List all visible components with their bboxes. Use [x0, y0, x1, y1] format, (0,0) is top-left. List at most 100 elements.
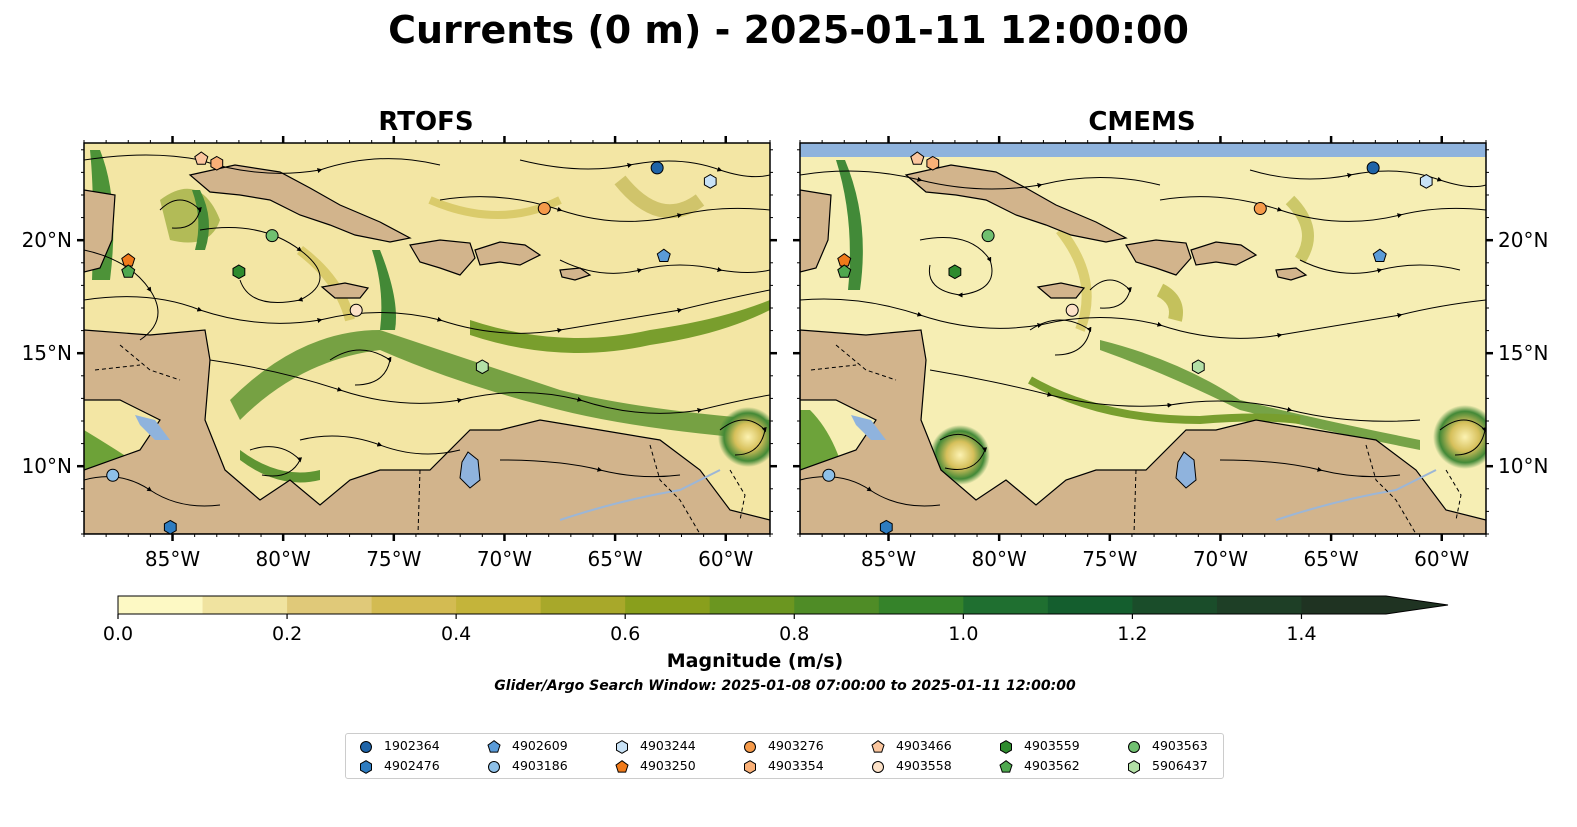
pentagon-marker-icon [999, 760, 1013, 773]
float-marker-4903559 [948, 264, 962, 280]
float-marker-4903276 [1253, 202, 1267, 216]
legend-label: 4903563 [1152, 738, 1208, 753]
streamlines [800, 169, 1486, 507]
map-frame [799, 142, 1487, 535]
axis-ticks-cmems: 85°W 80°W 75°W 70°W 65°W 60°W 20°N 15°N 10°N [793, 136, 1548, 571]
lon-tick-label: 80°W [256, 547, 311, 571]
float-marker-4903466 [194, 151, 209, 165]
axis-ticks-rtofs: 85°W 80°W 75°W 70°W 65°W 60°W 20°N 15°N 10°N [22, 136, 777, 571]
legend-label: 4903466 [896, 738, 952, 753]
colorbar-segment [456, 596, 542, 614]
colorbar-segment [625, 596, 711, 614]
lon-tick-label: 60°W [1414, 547, 1469, 571]
float-marker-1902364 [1366, 161, 1380, 175]
colorbar-tick-label: 0.8 [779, 623, 809, 645]
colorbar-segment [118, 596, 204, 614]
float-marker-4903563 [981, 229, 995, 243]
lon-tick-label: 60°W [698, 547, 753, 571]
pentagon-marker-icon [871, 740, 885, 753]
circle-marker-icon [744, 741, 756, 753]
colorbar-segment [878, 596, 964, 614]
map-frame [83, 142, 771, 535]
legend-label: 4903276 [768, 738, 824, 753]
float-marker-4903186 [106, 468, 120, 482]
lon-tick-label: 70°W [477, 547, 532, 571]
colorbar-tick-label: 1.0 [948, 623, 978, 645]
colorbar-segment [1301, 596, 1387, 614]
float-marker-5906437 [475, 359, 489, 375]
legend-label: 4903558 [896, 758, 952, 773]
circle-marker-icon [872, 761, 884, 773]
float-marker-5906437 [1191, 359, 1205, 375]
no-data-band [800, 143, 1486, 157]
hexagon-marker-icon [616, 740, 628, 754]
colorbar-segment [540, 596, 626, 614]
land-masses [84, 164, 770, 534]
colorbar-segment [794, 596, 880, 614]
colorbar-outline [117, 595, 1449, 615]
float-marker-4903466 [910, 151, 925, 165]
float-marker-4903562 [837, 264, 852, 278]
river [1275, 469, 1437, 521]
legend-label: 4902476 [384, 758, 440, 773]
float-marker-4903558 [349, 303, 363, 317]
float-marker-4902609 [1372, 248, 1387, 262]
map-panel-cmems: 85°W 80°W 75°W 70°W 65°W 60°W 20°N 15°N 10°N [793, 136, 1548, 571]
hexagon-marker-icon [744, 760, 756, 774]
circle-marker-icon [488, 761, 500, 773]
legend-label: 4903244 [640, 738, 696, 753]
colorbar-label: Magnitude (m/s) [666, 650, 844, 672]
colorbar-segment [371, 596, 457, 614]
lon-tick-label: 85°W [861, 547, 916, 571]
float-marker-4902609 [656, 248, 671, 262]
streamlines [84, 154, 770, 507]
borders [810, 344, 1462, 534]
circle-marker-icon [360, 741, 372, 753]
float-markers-rtofs [106, 151, 717, 535]
lake [459, 451, 481, 489]
legend-label: 5906437 [1152, 758, 1208, 773]
colorbar-segment [287, 596, 373, 614]
float-marker-4903559 [232, 264, 246, 280]
panel-title-cmems: CMEMS [1088, 107, 1196, 137]
legend-label: 4903186 [512, 758, 568, 773]
map-panel-rtofs: 85°W 80°W 75°W 70°W 65°W 60°W 20°N 15°N 10°N [22, 136, 777, 571]
hexagon-marker-icon [1000, 740, 1012, 754]
colorbar-tick-label: 0.2 [272, 623, 302, 645]
float-marker-4903244 [1419, 174, 1433, 189]
lon-tick-label: 80°W [972, 547, 1027, 571]
lat-tick-label: 15°N [1498, 341, 1548, 365]
float-marker-4903562 [121, 264, 136, 278]
colorbar-segment [963, 596, 1049, 614]
figure-title: Currents (0 m) - 2025-01-11 12:00:00 [388, 8, 1189, 52]
colorbar-tick-label: 0.6 [610, 623, 640, 645]
lon-tick-label: 70°W [1193, 547, 1248, 571]
colorbar-segment [1216, 596, 1302, 614]
search-window-text: Glider/Argo Search Window: 2025-01-08 07… [494, 678, 1076, 694]
legend-label: 4903559 [1024, 738, 1080, 753]
colorbar-tick-label: 0.4 [441, 623, 471, 645]
float-marker-4903186 [822, 468, 836, 482]
lat-tick-label: 10°N [1498, 454, 1548, 478]
float-marker-4903244 [703, 174, 717, 189]
pentagon-marker-icon [615, 760, 629, 773]
lon-tick-label: 75°W [1082, 547, 1137, 571]
lon-tick-label: 85°W [145, 547, 200, 571]
lon-tick-label: 65°W [1303, 547, 1358, 571]
panel-title-rtofs: RTOFS [378, 107, 474, 137]
colorbar-tick-label: 1.2 [1117, 623, 1147, 645]
pentagon-marker-icon [487, 740, 501, 753]
lat-tick-label: 20°N [1498, 228, 1548, 252]
colorbar-segment [1132, 596, 1218, 614]
legend-label: 4903354 [768, 758, 824, 773]
colorbar-tick-label: 1.4 [1286, 623, 1316, 645]
colorbar-tick-label: 0.0 [103, 623, 133, 645]
lat-tick-label: 15°N [22, 341, 72, 365]
circle-marker-icon [1128, 741, 1140, 753]
colorbar-segment [709, 596, 795, 614]
lat-tick-label: 10°N [22, 454, 72, 478]
colorbar-segment [202, 596, 288, 614]
lake-small [135, 415, 170, 440]
hexagon-marker-icon [1128, 760, 1140, 774]
